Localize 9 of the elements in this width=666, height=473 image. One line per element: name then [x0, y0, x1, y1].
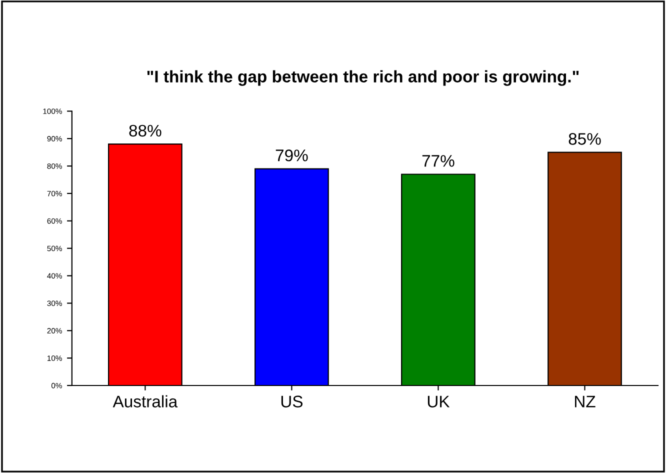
chart-title: "I think the gap between the rich and poor is growing."	[147, 70, 579, 86]
data-label: 85%	[568, 133, 601, 145]
x-tick-label: US	[281, 396, 303, 408]
data-label: 77%	[422, 155, 454, 167]
x-tick-label: UK	[428, 396, 450, 408]
data-label: 88%	[129, 124, 162, 137]
x-tick-label: Australia	[112, 395, 178, 408]
data-label: 79%	[276, 150, 308, 162]
x-tick-label: NZ	[575, 396, 596, 408]
